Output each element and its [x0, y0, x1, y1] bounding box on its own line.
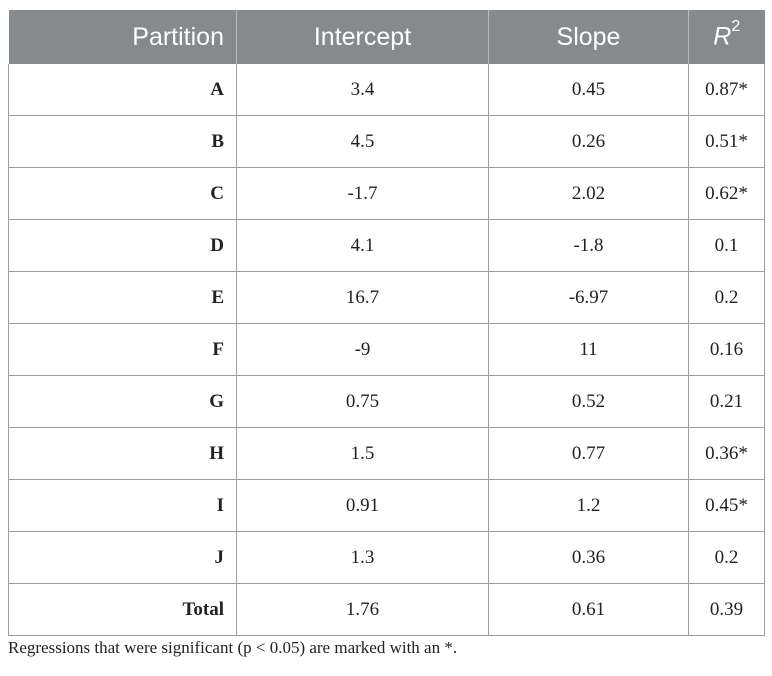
cell-partition: I [8, 479, 237, 532]
table-row: G 0.75 0.52 0.21 [8, 375, 765, 428]
cell-intercept: 1.76 [236, 583, 489, 636]
regression-table: Partition Intercept Slope R2 A 3.4 0.45 0.8… [8, 10, 765, 636]
cell-intercept: -1.7 [236, 167, 489, 220]
cell-slope: 0.52 [488, 375, 689, 428]
cell-partition: D [8, 219, 237, 272]
table-row: I 0.91 1.2 0.45* [8, 479, 765, 532]
table-footnote: Regressions that were significant (p < 0… [8, 638, 458, 657]
cell-slope: 0.77 [488, 427, 689, 480]
regression-table-container: Partition Intercept Slope R2 A 3.4 0.45 0.8… [8, 10, 765, 636]
cell-slope: -1.8 [488, 219, 689, 272]
cell-partition: E [8, 271, 237, 324]
cell-r2: 0.62* [688, 167, 765, 220]
cell-partition: G [8, 375, 237, 428]
table-row: F -9 11 0.16 [8, 323, 765, 376]
header-r-letter: R [713, 22, 732, 51]
table-header: Partition Intercept Slope R2 [8, 10, 765, 64]
cell-r2: 0.39 [688, 583, 765, 636]
cell-slope: 1.2 [488, 479, 689, 532]
cell-slope: 11 [488, 323, 689, 376]
cell-slope: 0.26 [488, 115, 689, 168]
table-row: A 3.4 0.45 0.87* [8, 64, 765, 116]
cell-intercept: 0.91 [236, 479, 489, 532]
cell-r2: 0.45* [688, 479, 765, 532]
cell-intercept: 4.5 [236, 115, 489, 168]
cell-slope: 2.02 [488, 167, 689, 220]
cell-partition: J [8, 531, 237, 584]
header-r-exponent: 2 [731, 18, 741, 36]
cell-partition: H [8, 427, 237, 480]
cell-r2: 0.21 [688, 375, 765, 428]
cell-r2: 0.2 [688, 271, 765, 324]
cell-partition: B [8, 115, 237, 168]
cell-r2: 0.16 [688, 323, 765, 376]
cell-slope: 0.61 [488, 583, 689, 636]
cell-intercept: 4.1 [236, 219, 489, 272]
table-row: Total 1.76 0.61 0.39 [8, 583, 765, 636]
cell-partition: Total [8, 583, 237, 636]
header-r-squared: R2 [688, 10, 765, 64]
table-row: D 4.1 -1.8 0.1 [8, 219, 765, 272]
cell-partition: A [8, 64, 237, 116]
table-row: H 1.5 0.77 0.36* [8, 427, 765, 480]
table-row: C -1.7 2.02 0.62* [8, 167, 765, 220]
cell-r2: 0.87* [688, 64, 765, 116]
cell-r2: 0.1 [688, 219, 765, 272]
table-row: E 16.7 -6.97 0.2 [8, 271, 765, 324]
cell-slope: 0.36 [488, 531, 689, 584]
cell-intercept: 1.3 [236, 531, 489, 584]
cell-intercept: 3.4 [236, 64, 489, 116]
cell-intercept: 0.75 [236, 375, 489, 428]
cell-slope: 0.45 [488, 64, 689, 116]
cell-r2: 0.51* [688, 115, 765, 168]
cell-r2: 0.36* [688, 427, 765, 480]
cell-slope: -6.97 [488, 271, 689, 324]
cell-partition: F [8, 323, 237, 376]
table-row: J 1.3 0.36 0.2 [8, 531, 765, 584]
cell-r2: 0.2 [688, 531, 765, 584]
table-body: A 3.4 0.45 0.87* B 4.5 0.26 0.51* C -1.7 2.02 0.62*… [8, 64, 765, 636]
header-intercept: Intercept [236, 10, 489, 64]
cell-intercept: -9 [236, 323, 489, 376]
cell-intercept: 1.5 [236, 427, 489, 480]
header-slope: Slope [488, 10, 689, 64]
table-row: B 4.5 0.26 0.51* [8, 115, 765, 168]
cell-intercept: 16.7 [236, 271, 489, 324]
header-row: Partition Intercept Slope R2 [8, 10, 765, 64]
cell-partition: C [8, 167, 237, 220]
header-partition: Partition [132, 22, 224, 51]
